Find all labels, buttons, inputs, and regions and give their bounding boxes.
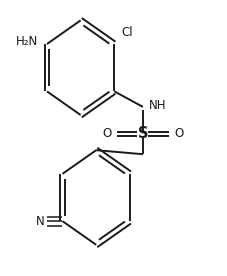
Text: S: S bbox=[137, 126, 148, 141]
Text: NH: NH bbox=[148, 99, 165, 112]
Text: Cl: Cl bbox=[121, 26, 132, 39]
Text: O: O bbox=[173, 128, 183, 140]
Text: N: N bbox=[35, 215, 44, 228]
Text: O: O bbox=[102, 128, 111, 140]
Text: H₂N: H₂N bbox=[16, 35, 38, 48]
